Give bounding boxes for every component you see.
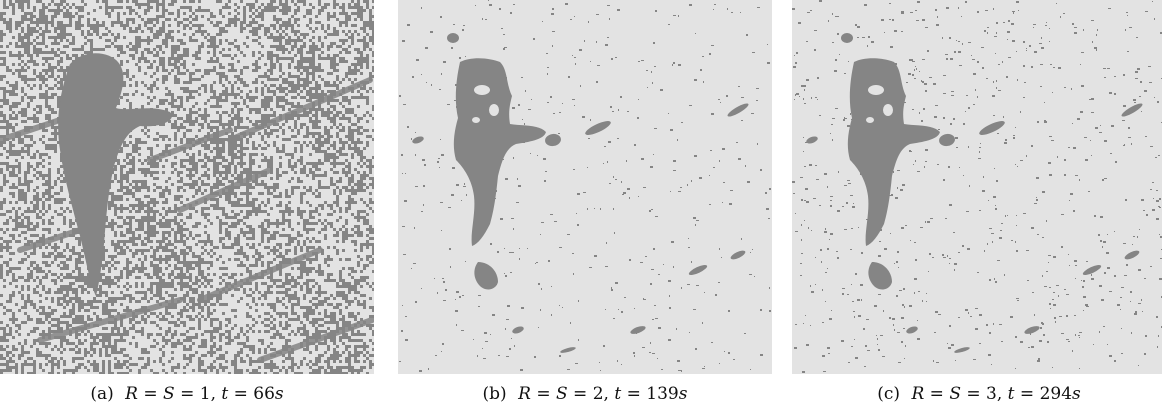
caption-a-tag: (a) bbox=[90, 384, 114, 404]
segmentation-panel-c bbox=[792, 0, 1162, 374]
small-regions bbox=[806, 33, 1143, 353]
caption-b: (b) R = S = 2, t = 139s bbox=[482, 384, 688, 404]
segmentation-panel-a bbox=[0, 0, 374, 374]
region-holes bbox=[866, 85, 893, 123]
main-region bbox=[453, 58, 546, 246]
segmentation-image-b bbox=[398, 0, 772, 374]
segmentation-panel-b bbox=[398, 0, 772, 374]
background-field bbox=[398, 0, 772, 374]
main-region bbox=[58, 53, 172, 297]
caption-a: (a) R = S = 1, t = 66s bbox=[90, 384, 284, 404]
lower-region bbox=[474, 262, 498, 290]
caption-c-tag: (c) bbox=[877, 384, 901, 404]
caption-b-tag: (b) bbox=[482, 384, 507, 404]
segmentation-image-a bbox=[0, 0, 374, 374]
small-regions bbox=[412, 33, 749, 353]
segmentation-image-c bbox=[792, 0, 1162, 374]
region-holes bbox=[472, 85, 499, 123]
background-field bbox=[792, 0, 1162, 374]
lower-region bbox=[868, 262, 892, 290]
main-region bbox=[847, 58, 940, 246]
caption-c: (c) R = S = 3, t = 294s bbox=[877, 384, 1081, 404]
